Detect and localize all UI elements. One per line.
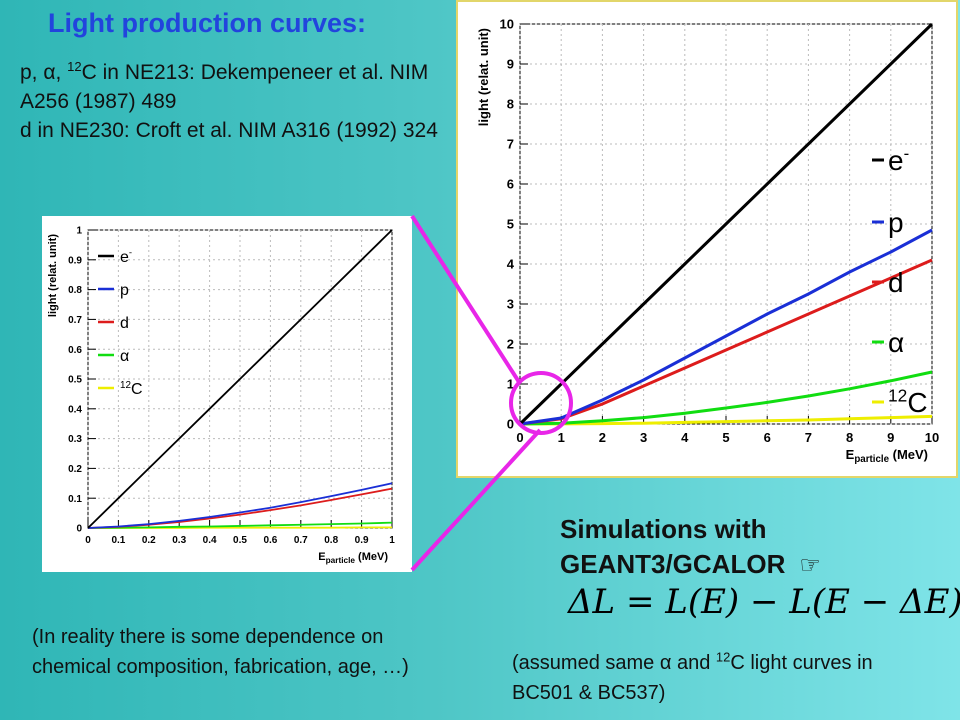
large-series-electron [518, 22, 934, 426]
small-x-tick-label: 0.3 [172, 535, 186, 546]
large-y-tick-label: 3 [507, 297, 514, 312]
small-legend-label-electron: e- [120, 248, 132, 266]
large-y-tick-label: 10 [500, 17, 514, 32]
large-legend-label-carbon12: 12C [888, 385, 928, 418]
large-series-deuteron [519, 258, 933, 426]
large-legend-label-proton: p [888, 207, 904, 238]
small-y-tick-label: 0.2 [68, 464, 82, 475]
small-x-tick-label: 0.7 [294, 535, 308, 546]
small-x-axis-label: Eparticle (MeV) [318, 551, 388, 565]
small-legend-label-proton: p [120, 282, 129, 299]
assumption-pre: (assumed same [512, 652, 660, 674]
large-x-tick-label: 4 [681, 430, 689, 445]
simulation-line-2: GEANT3/GCALOR ☞ [560, 547, 821, 583]
large-x-tick-label: 9 [887, 430, 894, 445]
small-y-tick-label: 0.7 [68, 315, 82, 326]
small-y-tick-label: 0.9 [68, 255, 82, 266]
large-chart: 0 1 2 3 4 5 6 7 8 9 10 0 1 2 3 4 5 6 7 8 9 10 Eparticle (MeV) l… [476, 17, 939, 465]
isotope-mass: 12 [67, 59, 82, 74]
assumption-post: C light curves in BC501 & BC537) [512, 652, 873, 704]
large-y-tick-label: 2 [507, 337, 514, 352]
large-series-proton [519, 228, 933, 426]
large-x-tick-label: 0 [516, 430, 523, 445]
small-y-tick-label: 0.4 [68, 404, 82, 415]
large-x-tick-label: 3 [640, 430, 647, 445]
simulation-code: GEANT3/GCALOR [560, 549, 786, 579]
small-legend-label-carbon12: 12C [120, 380, 143, 398]
reality-note: (In reality there is some dependence on … [32, 626, 409, 678]
large-x-tick-label: 8 [846, 430, 853, 445]
large-legend-label-electron: e- [888, 144, 909, 176]
large-x-tick-label: 5 [722, 430, 729, 445]
reference-sep: , [55, 61, 68, 84]
large-chart-panel: 0 1 2 3 4 5 6 7 8 9 10 0 1 2 3 4 5 6 7 8 9 10 Eparticle (MeV) l… [456, 0, 958, 478]
large-x-tick-label: 2 [599, 430, 606, 445]
small-y-tick-label: 0.5 [68, 375, 82, 386]
reference-p: p, [20, 61, 44, 84]
large-y-axis-label: light (relat. unit) [476, 28, 491, 126]
small-x-tick-label: 0.9 [355, 535, 369, 546]
large-y-tick-label: 7 [507, 137, 514, 152]
small-x-tick-label: 0.1 [111, 535, 125, 546]
page-title: Light production curves: [48, 8, 367, 38]
large-x-axis-label: Eparticle (MeV) [846, 447, 928, 465]
delta-l-formula: ΔL = L(E) − L(E − ΔE) [568, 582, 960, 622]
large-y-tick-label: 6 [507, 177, 514, 192]
small-series-alpha [87, 521, 393, 529]
alpha-symbol: α [43, 61, 56, 84]
large-series-carbon12 [519, 414, 933, 426]
small-y-tick-label: 0.3 [68, 434, 82, 445]
large-x-tick-label: 6 [764, 430, 771, 445]
small-chart-panel: 0 0.1 0.2 0.3 0.4 0.5 0.6 0.7 0.8 0.9 1 0 0.1 0.2 0.3 0… [42, 216, 412, 572]
small-series-electron [87, 229, 393, 529]
small-x-tick-label: 0.4 [203, 535, 217, 546]
large-x-tick-label: 7 [805, 430, 812, 445]
small-x-tick-label: 0 [85, 535, 91, 546]
isotope-mass: 12 [715, 649, 731, 665]
small-x-tick-label: 0.8 [324, 535, 338, 546]
small-x-tick-label: 1 [389, 535, 395, 546]
large-y-tick-label: 8 [507, 97, 514, 112]
small-x-tick-label: 0.6 [263, 535, 277, 546]
small-x-tick-label: 0.2 [142, 535, 156, 546]
small-y-tick-label: 1 [76, 226, 82, 237]
pointing-hand-icon: ☞ [799, 552, 821, 579]
small-series-proton [87, 482, 393, 529]
simulation-line-1: Simulations with [560, 514, 767, 544]
small-y-tick-label: 0.8 [68, 285, 82, 296]
small-y-tick-label: 0.1 [68, 494, 82, 505]
assumption-mid: and [671, 652, 716, 674]
reference-line-2: d in NE230: Croft et al. NIM A316 (1992)… [20, 119, 438, 142]
large-legend-label-alpha: α [888, 327, 904, 358]
small-y-tick-label: 0 [76, 524, 82, 535]
large-series-alpha [519, 370, 933, 426]
small-chart: 0 0.1 0.2 0.3 0.4 0.5 0.6 0.7 0.8 0.9 1 0 0.1 0.2 0.3 0… [47, 226, 395, 565]
small-legend-label-deuteron: d [120, 315, 129, 332]
large-y-tick-label: 4 [507, 257, 515, 272]
large-x-tick-label: 1 [558, 430, 565, 445]
reference-text-1: C in NE213: Dekempeneer et al. NIM A256 … [20, 61, 429, 113]
small-legend-label-alpha: α [120, 348, 129, 365]
reference-text: p, α, 12C in NE213: Dekempeneer et al. N… [20, 58, 440, 145]
large-y-tick-label: 0 [507, 417, 514, 432]
alpha-symbol: α [659, 652, 672, 674]
large-y-tick-label: 1 [507, 377, 514, 392]
small-x-tick-label: 0.5 [233, 535, 247, 546]
large-x-tick-label: 10 [925, 430, 939, 445]
small-y-tick-label: 0.6 [68, 345, 82, 356]
reference-line-1: p, α, 12C in NE213: Dekempeneer et al. N… [20, 58, 440, 116]
large-y-tick-label: 9 [507, 57, 514, 72]
assumption-note: (assumed same α and 12C light curves in … [512, 648, 892, 708]
large-legend-label-deuteron: d [888, 267, 904, 298]
small-y-axis-label: light (relat. unit) [47, 234, 59, 317]
large-y-tick-label: 5 [507, 217, 514, 232]
simulation-heading: Simulations with GEANT3/GCALOR ☞ [560, 512, 821, 583]
